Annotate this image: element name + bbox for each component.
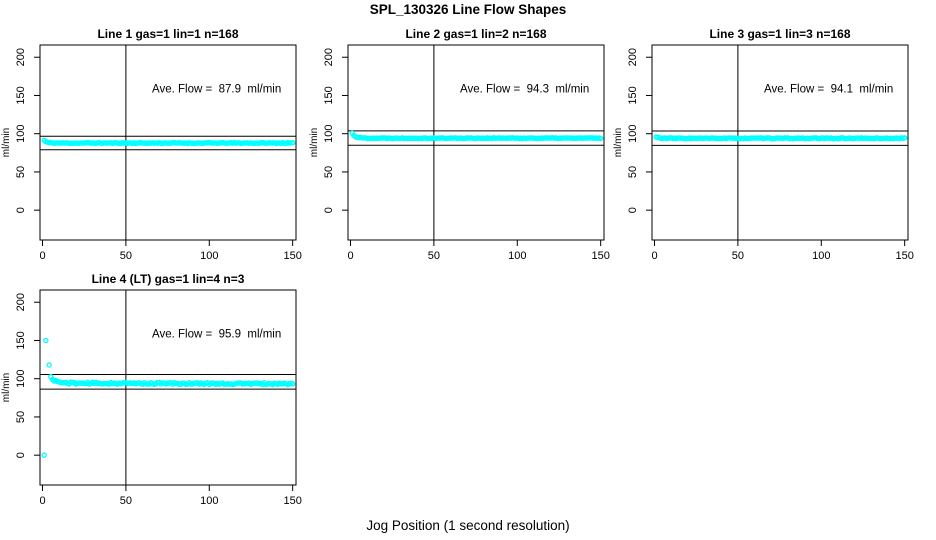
y-axis-unit-label: ml/min — [309, 128, 320, 157]
y-tick-label: 100 — [627, 125, 639, 143]
y-tick-label: 150 — [15, 331, 27, 349]
x-axis-ticks: 0 50 100 150 — [347, 240, 610, 262]
ave-flow-annotation: Ave. Flow = 94.1 ml/min — [764, 83, 893, 95]
x-tick-label: 150 — [895, 250, 913, 262]
panel-title: Line 3 gas=1 lin=3 n=168 — [709, 27, 850, 41]
x-tick-label: 150 — [591, 250, 609, 262]
panel-title: Line 1 gas=1 lin=1 n=168 — [97, 27, 238, 41]
y-tick-label: 0 — [15, 207, 27, 213]
x-tick-label: 50 — [120, 250, 132, 262]
data-points — [41, 337, 296, 458]
flow-panel-4: Line 4 (LT) gas=1 lin=4 n=3 0 50 100 150 0 50 1… — [1, 272, 302, 507]
x-tick-label: 0 — [39, 495, 45, 507]
x-tick-label: 50 — [428, 250, 440, 262]
x-tick-label: 50 — [120, 495, 132, 507]
y-tick-label: 100 — [15, 370, 27, 388]
flow-panel-2: Line 2 gas=1 lin=2 n=168 0 50 100 150 0 50 100 1… — [309, 27, 610, 262]
plot-box — [39, 44, 297, 241]
x-tick-label: 100 — [812, 250, 830, 262]
x-tick-label: 100 — [200, 250, 218, 262]
ave-flow-annotation: Ave. Flow = 94.3 ml/min — [460, 83, 589, 95]
y-tick-label: 100 — [15, 125, 27, 143]
y-tick-label: 50 — [323, 166, 335, 178]
y-tick-label: 0 — [323, 207, 335, 213]
x-tick-label: 150 — [283, 495, 301, 507]
figure-title: SPL_130326 Line Flow Shapes — [369, 2, 567, 17]
ave-flow-annotation: Ave. Flow = 95.9 ml/min — [152, 328, 281, 340]
x-tick-label: 50 — [732, 250, 744, 262]
x-axis-label: Jog Position (1 second resolution) — [366, 518, 570, 533]
ave-flow-annotation: Ave. Flow = 87.9 ml/min — [152, 83, 281, 95]
flow-panel-3: Line 3 gas=1 lin=3 n=168 0 50 100 150 0 50 100 1… — [613, 27, 914, 262]
plot-box — [651, 44, 909, 241]
x-tick-label: 0 — [347, 250, 353, 262]
x-tick-label: 0 — [651, 250, 657, 262]
panel-title: Line 2 gas=1 lin=2 n=168 — [405, 27, 546, 41]
y-tick-label: 0 — [627, 207, 639, 213]
y-tick-label: 0 — [15, 452, 27, 458]
y-tick-label: 200 — [627, 48, 639, 66]
data-points — [41, 137, 296, 147]
y-axis-ticks: 0 50 100 150 200 — [323, 48, 348, 213]
y-axis-unit-label: ml/min — [613, 128, 624, 157]
y-tick-label: 50 — [15, 411, 27, 423]
y-tick-label: 50 — [627, 166, 639, 178]
x-tick-label: 100 — [200, 495, 218, 507]
y-tick-label: 200 — [15, 293, 27, 311]
x-axis-ticks: 0 50 100 150 — [39, 240, 302, 262]
data-points — [349, 130, 604, 142]
y-tick-label: 200 — [15, 48, 27, 66]
panel-title: Line 4 (LT) gas=1 lin=4 n=3 — [92, 272, 245, 286]
y-tick-label: 50 — [15, 166, 27, 178]
y-axis-unit-label: ml/min — [1, 128, 12, 157]
y-tick-label: 150 — [627, 86, 639, 104]
x-tick-label: 150 — [283, 250, 301, 262]
plot-box — [39, 289, 297, 486]
flow-panel-1: Line 1 gas=1 lin=1 n=168 0 50 100 150 0 50 100 1… — [1, 27, 302, 262]
x-tick-label: 100 — [508, 250, 526, 262]
y-tick-label: 150 — [15, 86, 27, 104]
y-axis-ticks: 0 50 100 150 200 — [15, 293, 40, 458]
y-axis-ticks: 0 50 100 150 200 — [627, 48, 652, 213]
x-axis-ticks: 0 50 100 150 — [651, 240, 914, 262]
y-axis-unit-label: ml/min — [1, 373, 12, 402]
x-axis-ticks: 0 50 100 150 — [39, 485, 302, 507]
data-points — [653, 134, 908, 142]
plot-box — [347, 44, 605, 241]
y-axis-ticks: 0 50 100 150 200 — [15, 48, 40, 213]
y-tick-label: 200 — [323, 48, 335, 66]
x-tick-label: 0 — [39, 250, 45, 262]
y-tick-label: 150 — [323, 86, 335, 104]
y-tick-label: 100 — [323, 125, 335, 143]
